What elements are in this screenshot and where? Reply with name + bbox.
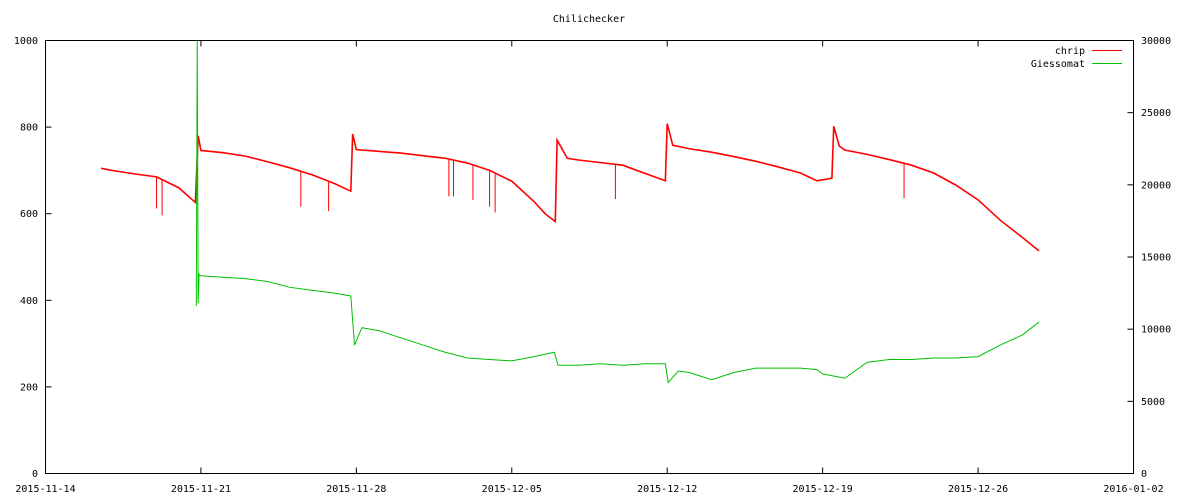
x-tick-label: 2015-12-19 xyxy=(793,484,853,495)
y-right-tick-label: 30000 xyxy=(1141,36,1171,47)
x-tick-label: 2015-12-12 xyxy=(637,484,697,495)
legend-label-giessomat: Giessomat xyxy=(1031,59,1085,70)
series-layer xyxy=(100,40,1040,384)
y-right-tick-label: 25000 xyxy=(1141,108,1171,119)
legend-label-chrip: chrip xyxy=(1055,46,1085,57)
y-right-tick-label: 10000 xyxy=(1141,325,1171,336)
y-right-tick-label: 5000 xyxy=(1141,397,1165,408)
y-right-tick-label: 20000 xyxy=(1141,180,1171,191)
y-left-tick-label: 1000 xyxy=(14,36,38,47)
series-line-giessomat xyxy=(195,40,1040,384)
y-axis-right: 0 5000 10000 15000 20000 25000 30000 xyxy=(1141,36,1171,480)
x-tick-label: 2015-11-28 xyxy=(326,484,386,495)
y-left-tick-label: 400 xyxy=(20,296,38,307)
x-tick-label: 2016-01-02 xyxy=(1103,484,1163,495)
x-axis: 2015-11-14 2015-11-21 2015-11-28 2015-12… xyxy=(15,484,1163,495)
x-tick-label: 2015-12-26 xyxy=(948,484,1008,495)
y-right-tick-label: 15000 xyxy=(1141,253,1171,264)
y-left-tick-label: 0 xyxy=(32,469,38,480)
x-tick-label: 2015-12-05 xyxy=(482,484,542,495)
legend: chrip Giessomat xyxy=(1031,46,1122,70)
plot-frame xyxy=(45,40,1134,474)
chart-title: Chilichecker xyxy=(553,14,625,25)
y-left-tick-label: 200 xyxy=(20,382,38,393)
x-tick-label: 2015-11-21 xyxy=(171,484,231,495)
x-tick-label: 2015-11-14 xyxy=(15,484,75,495)
y-left-tick-label: 600 xyxy=(20,209,38,220)
y-left-tick-label: 800 xyxy=(20,123,38,134)
y-axis-left: 0 200 400 600 800 1000 xyxy=(14,36,38,480)
series-line-chrip xyxy=(100,123,1040,252)
y-right-tick-label: 0 xyxy=(1141,469,1147,480)
